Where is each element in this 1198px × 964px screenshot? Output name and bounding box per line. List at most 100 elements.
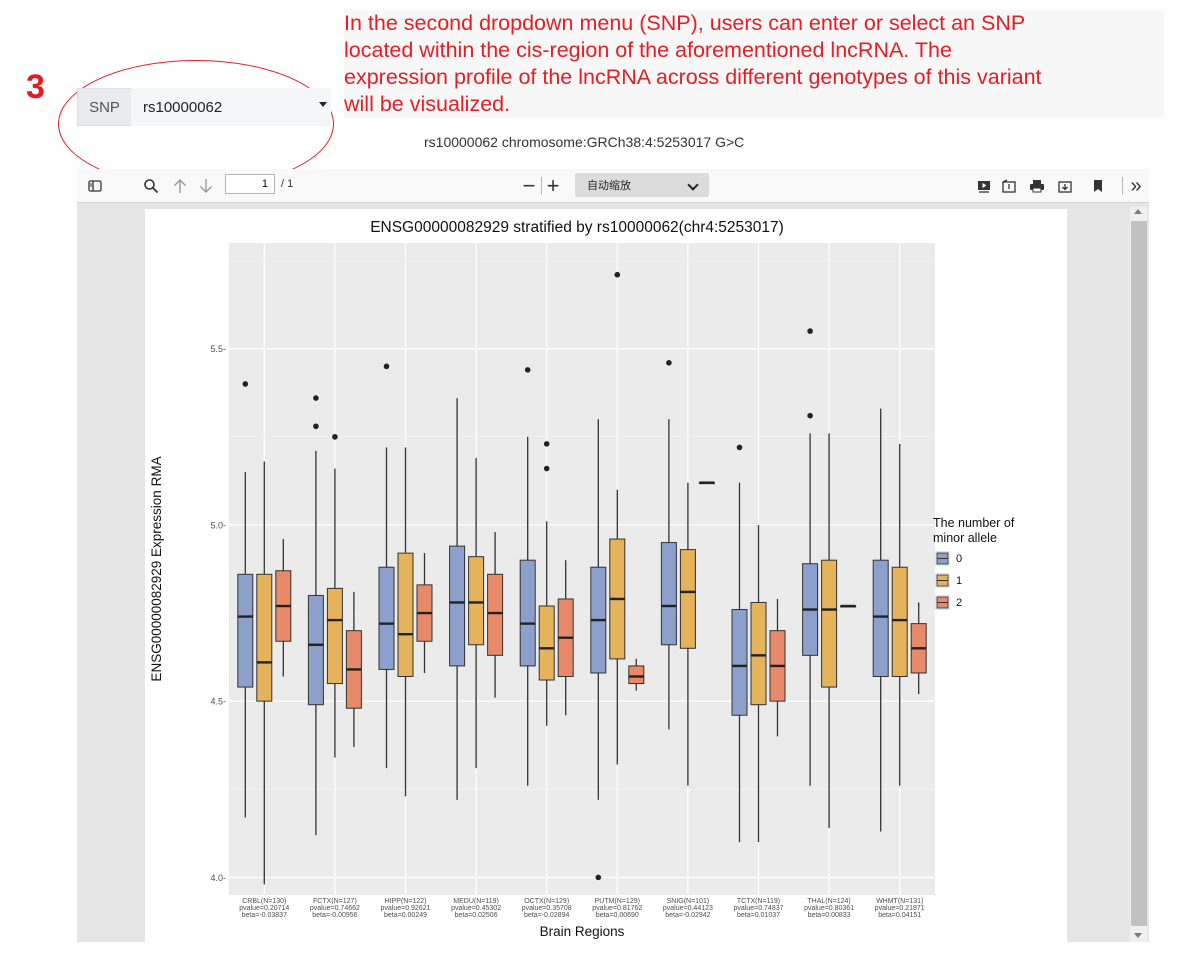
x-tick-label: beta=-0.00956 bbox=[312, 912, 357, 919]
x-tick-label: beta=0.00249 bbox=[384, 912, 427, 919]
x-tick-label: beta=0.00690 bbox=[596, 912, 639, 919]
outlier-point bbox=[524, 367, 531, 373]
box bbox=[872, 559, 889, 677]
outlier-point bbox=[807, 412, 813, 419]
snp-dropdown-value: rs10000062 bbox=[143, 98, 223, 116]
x-tick-label: pvalue=0.80361 bbox=[804, 905, 854, 912]
x-tick-label: WHMT(N=131) bbox=[876, 898, 923, 905]
outlier-point bbox=[666, 360, 672, 366]
search-icon[interactable] bbox=[139, 169, 163, 203]
x-tick-label: pvalue=0.81762 bbox=[592, 905, 642, 912]
sidebar-toggle-icon[interactable] bbox=[83, 169, 107, 203]
box bbox=[750, 601, 767, 706]
box bbox=[821, 559, 838, 688]
caret-down-icon bbox=[319, 102, 327, 107]
x-tick-label: pvalue=0.74662 bbox=[310, 905, 360, 912]
open-file-icon[interactable] bbox=[999, 169, 1019, 203]
box bbox=[307, 594, 324, 706]
x-tick-label: CRBL(N=130) bbox=[242, 898, 286, 905]
outlier-point bbox=[614, 271, 621, 278]
x-tick-label: TCTX(N=119) bbox=[737, 898, 780, 905]
x-axis-title: Brain Regions bbox=[540, 924, 625, 939]
chevron-down-icon bbox=[687, 179, 699, 191]
x-tick-label: FCTX(N=127) bbox=[313, 898, 357, 905]
more-tools-icon[interactable]: » bbox=[1130, 174, 1142, 197]
legend-label: 0 bbox=[956, 553, 962, 565]
boxes bbox=[237, 271, 927, 885]
pdf-viewer: / 1 − + 自动缩放 » ENSG00000082929 stratifie… bbox=[77, 169, 1149, 942]
x-tick-label: beta=0.00833 bbox=[808, 912, 851, 919]
step-number: 3 bbox=[26, 68, 45, 106]
outlier-point bbox=[332, 434, 338, 440]
scrollbar-thumb[interactable] bbox=[1131, 221, 1147, 926]
legend-label: 1 bbox=[956, 575, 962, 587]
x-tick-label: beta=-0.03837 bbox=[242, 912, 287, 919]
snp-label: SNP bbox=[77, 88, 131, 126]
y-tick-label: 5.5- bbox=[210, 344, 226, 354]
legend-items: 0 1 2 bbox=[935, 551, 962, 610]
outlier-point bbox=[595, 874, 602, 881]
outlier-point bbox=[313, 395, 319, 401]
box bbox=[256, 573, 273, 702]
box bbox=[731, 609, 748, 716]
x-tick-label: beta=0.01037 bbox=[737, 912, 780, 919]
box bbox=[378, 566, 395, 670]
instruction-text: In the second dropdown menu (SNP), users… bbox=[344, 10, 1164, 118]
presentation-icon[interactable] bbox=[974, 169, 994, 203]
x-tick-label: pvalue=0.20714 bbox=[239, 905, 289, 912]
zoom-in-icon[interactable]: + bbox=[546, 173, 560, 198]
x-tick-label: beta=-0.02894 bbox=[524, 912, 569, 919]
box bbox=[628, 665, 645, 685]
outlier-point bbox=[313, 423, 319, 430]
box bbox=[487, 573, 504, 656]
page-total: / 1 bbox=[281, 178, 294, 190]
instruction-line: expression profile of the lncRNA across … bbox=[344, 65, 1042, 89]
print-icon[interactable] bbox=[1027, 169, 1047, 203]
toolbar-divider bbox=[1122, 177, 1123, 195]
x-tick-label: PUTM(N=129) bbox=[595, 898, 640, 905]
box bbox=[519, 559, 536, 667]
download-icon[interactable] bbox=[1055, 169, 1075, 203]
arrow-up-icon[interactable] bbox=[169, 169, 191, 203]
x-tick-label: SNIG(N=101) bbox=[667, 898, 710, 905]
zoom-select[interactable]: 自动缩放 bbox=[575, 173, 709, 197]
box bbox=[326, 587, 343, 685]
instruction-line: located within the cis-region of the afo… bbox=[344, 38, 952, 62]
y-tick-label: 5.0- bbox=[210, 520, 226, 530]
scroll-down-arrow-icon[interactable] bbox=[1134, 933, 1142, 938]
instruction-line: In the second dropdown menu (SNP), users… bbox=[344, 11, 1026, 35]
legend: The number of minor allele 0 1 2 bbox=[933, 516, 1015, 610]
x-tick-label: beta=0.02506 bbox=[455, 912, 498, 919]
snp-dropdown[interactable]: rs10000062 bbox=[131, 88, 331, 126]
y-tick-label: 4.5- bbox=[210, 697, 226, 707]
y-tick-label: 4.0- bbox=[210, 873, 226, 883]
zoom-select-value: 自动缩放 bbox=[587, 180, 631, 192]
outlier-point bbox=[807, 328, 813, 334]
x-tick-label: THAL(N=124) bbox=[807, 898, 850, 905]
box bbox=[449, 545, 466, 667]
instruction-line: will be visualized. bbox=[344, 92, 511, 116]
box bbox=[237, 573, 254, 688]
bookmark-icon[interactable] bbox=[1088, 169, 1108, 203]
snp-info: rs10000062 chromosome:GRCh38:4:5253017 G… bbox=[424, 134, 745, 150]
x-tick-label: pvalue=0.35708 bbox=[522, 905, 572, 912]
x-tick-label: HIPP(N=122) bbox=[385, 898, 427, 905]
scroll-up-arrow-icon[interactable] bbox=[1134, 209, 1142, 214]
box bbox=[679, 549, 696, 649]
arrow-down-icon[interactable] bbox=[195, 169, 217, 203]
boxplot-chart: ENSG00000082929 stratified by rs10000062… bbox=[149, 219, 1015, 939]
outlier-point bbox=[383, 363, 390, 370]
box bbox=[538, 605, 555, 681]
x-tick-label: pvalue=0.21871 bbox=[875, 905, 925, 912]
y-axis: 4.0- 4.5- 5.0- 5.5- bbox=[210, 344, 226, 883]
legend-title-line: The number of bbox=[933, 516, 1015, 530]
pdf-page: ENSG00000082929 stratified by rs10000062… bbox=[145, 209, 1067, 942]
outlier-point bbox=[736, 444, 743, 451]
x-tick-label: beta=0.04151 bbox=[878, 912, 921, 919]
box bbox=[660, 542, 677, 646]
box bbox=[468, 556, 485, 646]
zoom-out-icon[interactable]: − bbox=[522, 173, 536, 198]
page-number-input[interactable] bbox=[225, 174, 275, 194]
x-tick-label: pvalue=0.44123 bbox=[663, 905, 713, 912]
